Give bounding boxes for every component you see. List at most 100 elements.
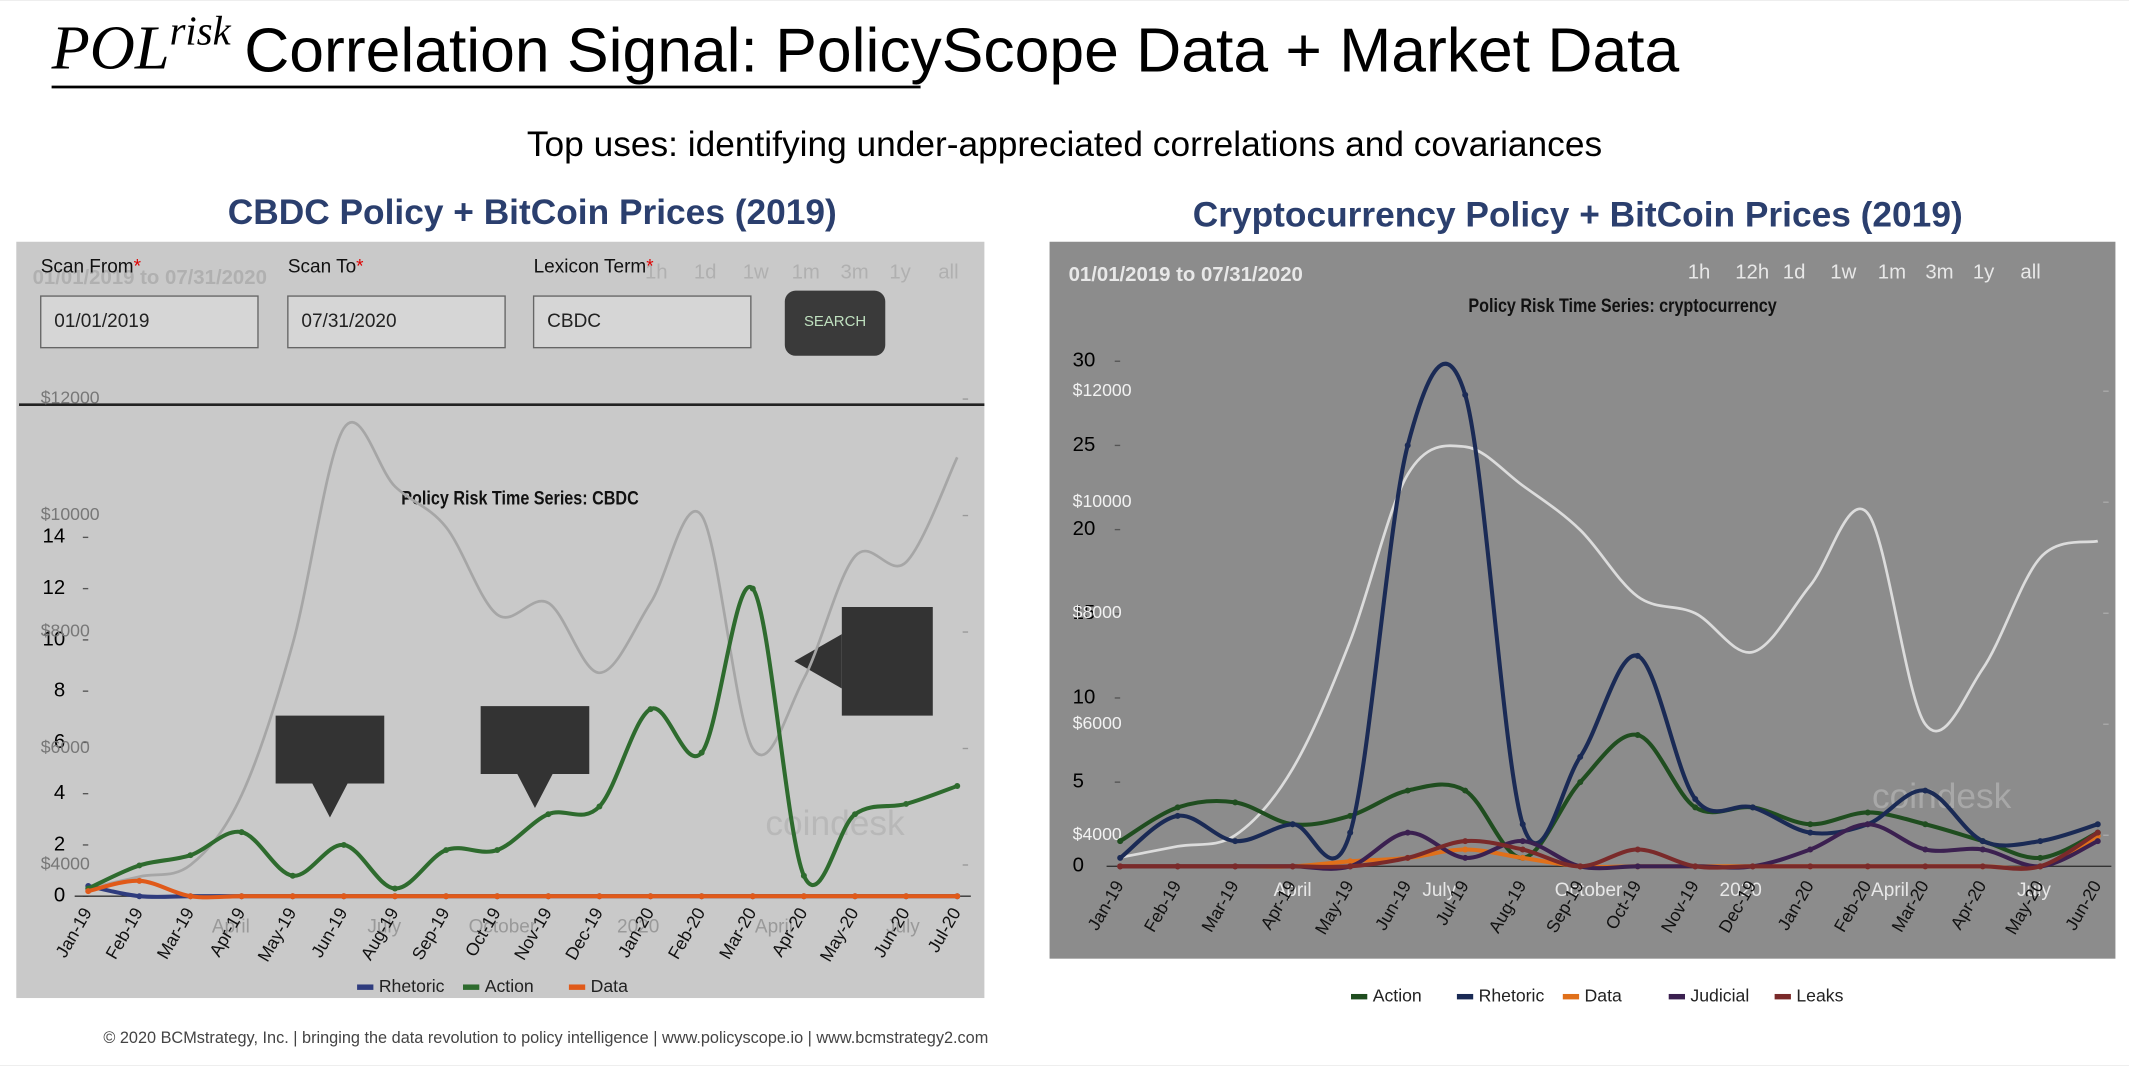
point	[2095, 838, 2101, 844]
range-button[interactable]: all	[938, 261, 958, 283]
point	[750, 893, 756, 899]
point	[341, 842, 347, 848]
point	[545, 811, 551, 817]
form-label: Scan From*	[41, 257, 142, 278]
y2-tick-label: $4000	[41, 854, 90, 874]
point	[443, 847, 449, 853]
range-button[interactable]: 1m	[1878, 261, 1906, 283]
point	[1117, 855, 1123, 861]
form-label-text: Lexicon Term	[534, 257, 647, 278]
legend-swatch	[463, 984, 479, 989]
point	[1462, 838, 1468, 844]
point	[1405, 788, 1411, 794]
range-button[interactable]: 3m	[840, 261, 868, 283]
point	[341, 893, 347, 899]
y-tick-label: 2	[54, 833, 65, 855]
legend-label: Action	[485, 976, 534, 996]
point	[1347, 830, 1353, 836]
y2-tick-label: $8000	[1073, 602, 1122, 622]
range-button[interactable]: 1d	[1783, 261, 1806, 283]
legend-swatch	[1563, 994, 1579, 999]
y2-tick-label: $12000	[41, 388, 100, 408]
range-button[interactable]: all	[2020, 261, 2040, 283]
callout-box	[842, 607, 933, 716]
point	[1692, 804, 1698, 810]
form-label: Scan To*	[288, 257, 364, 278]
input-value: 01/01/2019	[54, 311, 149, 332]
point	[2095, 830, 2101, 836]
y-tick-label: 0	[54, 885, 65, 907]
point	[1577, 779, 1583, 785]
callout-box	[276, 716, 385, 784]
range-button[interactable]: 1y	[889, 261, 911, 283]
subtitle: Top uses: identifying under-appreciated …	[527, 125, 1602, 164]
point	[648, 893, 654, 899]
range-button[interactable]: 3m	[1925, 261, 1953, 283]
range-button[interactable]: 1h	[1688, 261, 1711, 283]
y2-tick-label: $10000	[1073, 491, 1132, 511]
point	[750, 586, 756, 592]
point	[1462, 788, 1468, 794]
point	[290, 893, 296, 899]
legend-label: Data	[591, 976, 628, 996]
point	[1175, 813, 1181, 819]
point	[1922, 788, 1928, 794]
point	[1347, 863, 1353, 869]
range-button[interactable]: 12h	[1735, 261, 1769, 283]
point	[954, 893, 960, 899]
point	[1520, 838, 1526, 844]
range-button[interactable]: 1w	[1830, 261, 1856, 283]
y-tick-label: 4	[54, 782, 65, 804]
legend-swatch	[1351, 994, 1367, 999]
watermark: coindesk	[1872, 777, 2012, 816]
range-button[interactable]: 1d	[694, 261, 717, 283]
point	[1117, 863, 1123, 869]
title-main: POL	[51, 13, 170, 83]
point	[1865, 809, 1871, 815]
y2-tick-label: $8000	[41, 621, 90, 641]
input-value: CBDC	[547, 311, 601, 332]
panel-title: Cryptocurrency Policy + BitCoin Prices (…	[1193, 196, 1963, 235]
point	[545, 893, 551, 899]
point	[1807, 830, 1813, 836]
point	[1865, 863, 1871, 869]
point	[494, 847, 500, 853]
point	[1980, 847, 1986, 853]
y-tick-label: 10	[1073, 686, 1096, 708]
range-button[interactable]: 1y	[1973, 261, 1995, 283]
point	[903, 893, 909, 899]
watermark: coindesk	[765, 804, 905, 843]
y2-tick-label: $6000	[1073, 713, 1122, 733]
date-range: 01/01/2019 to 07/31/2020	[1069, 264, 1303, 286]
chart-subtitle: Policy Risk Time Series: CBDC	[401, 488, 639, 510]
point	[699, 893, 705, 899]
point	[1750, 863, 1756, 869]
y2-tick-label: $6000	[41, 737, 90, 757]
slide-title: POLriskCorrelation Signal: PolicyScope D…	[51, 9, 1680, 85]
point	[443, 893, 449, 899]
point	[1980, 838, 1986, 844]
legend-label: Action	[1373, 985, 1422, 1005]
range-button[interactable]: 1w	[743, 261, 769, 283]
legend-label: Rhetoric	[379, 976, 445, 996]
point	[1865, 821, 1871, 827]
slide: POLriskCorrelation Signal: PolicyScope D…	[0, 0, 2129, 1066]
point	[1405, 855, 1411, 861]
point	[136, 893, 142, 899]
y-tick-label: 30	[1073, 350, 1096, 372]
callout-box	[481, 706, 590, 774]
point	[1750, 804, 1756, 810]
point	[1980, 863, 1986, 869]
title-sup: risk	[170, 9, 232, 54]
form-label-text: Scan To	[288, 257, 356, 278]
legend-swatch	[1669, 994, 1685, 999]
range-button[interactable]: 1m	[792, 261, 820, 283]
point	[136, 862, 142, 868]
point	[2037, 863, 2043, 869]
point	[239, 893, 245, 899]
y-tick-label: 0	[1073, 855, 1084, 877]
y-tick-label: 25	[1073, 434, 1096, 456]
point	[1635, 653, 1641, 659]
point	[1577, 754, 1583, 760]
point	[1807, 847, 1813, 853]
